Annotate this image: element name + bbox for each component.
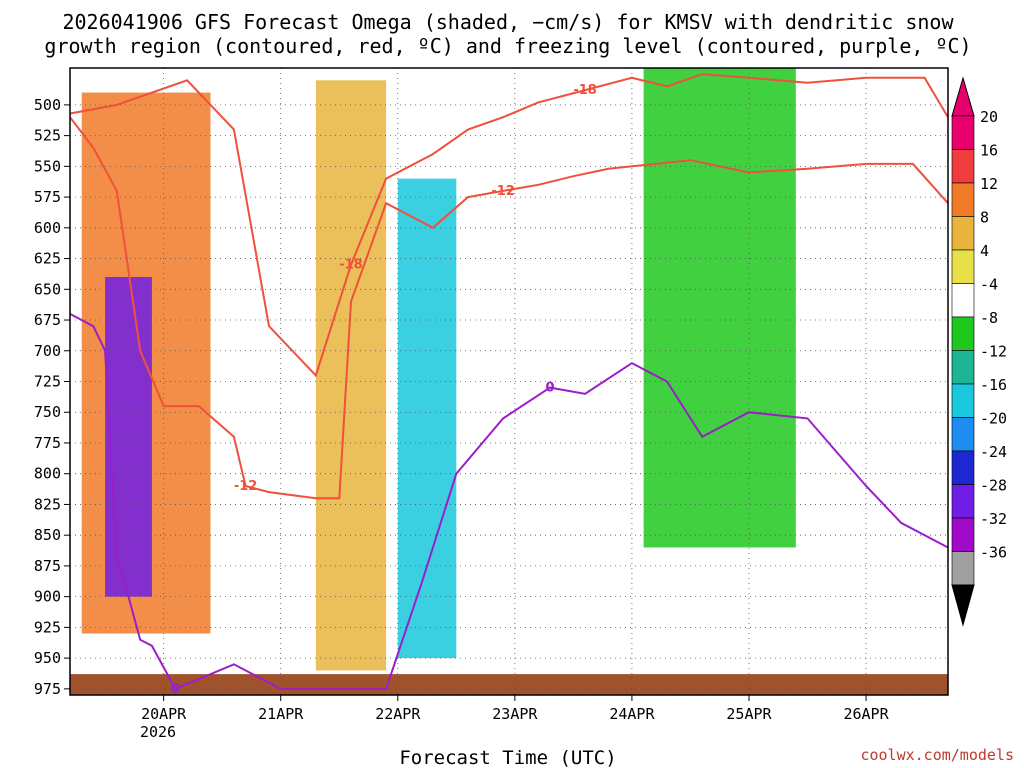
x-tick-label-0: 20APR bbox=[141, 705, 187, 723]
y-tick-label-1: 525 bbox=[34, 127, 61, 145]
colorbar-swatch-5 bbox=[951, 283, 975, 318]
x-tick-label-6: 26APR bbox=[843, 705, 889, 723]
freezing-level-label-0: 0 bbox=[171, 682, 180, 697]
y-tick-label-15: 875 bbox=[34, 557, 61, 575]
freezing-level-line bbox=[69, 313, 949, 691]
colorbar-swatch-3 bbox=[951, 216, 975, 251]
colorbar-swatch-11 bbox=[951, 484, 975, 519]
colorbar: 20 16 12 8 4 -4 -8 -12 -16 -20 -24 -28 -32 -36 bbox=[951, 76, 1007, 627]
y-tick-label-8: 700 bbox=[34, 342, 61, 360]
colorbar-label-4: 4 bbox=[980, 242, 989, 260]
y-tick-label-5: 625 bbox=[34, 250, 61, 268]
contour-minus12-label-0: -12 bbox=[234, 479, 258, 494]
y-tick-label-14: 850 bbox=[34, 526, 61, 544]
y-tick-label-4: 600 bbox=[34, 219, 61, 237]
y-tick-label-0: 500 bbox=[34, 96, 61, 114]
colorbar-label-13: -36 bbox=[980, 544, 1007, 562]
freezing-level-label-1: 0 bbox=[545, 381, 554, 396]
colorbar-swatch-4 bbox=[951, 249, 975, 284]
y-tick-label-16: 900 bbox=[34, 588, 61, 606]
omega-region-1 bbox=[105, 277, 152, 597]
omega-region-3 bbox=[397, 178, 457, 659]
contour-minus18-line bbox=[69, 73, 949, 378]
y-tick-label-17: 925 bbox=[34, 618, 61, 636]
contour-minus18-label-1: -18 bbox=[573, 83, 597, 98]
x-tick-label-2: 22APR bbox=[375, 705, 421, 723]
colorbar-swatch-12 bbox=[951, 517, 975, 552]
y-tick-label-13: 825 bbox=[34, 495, 61, 513]
colorbar-swatch-7 bbox=[951, 350, 975, 385]
colorbar-label-5: -4 bbox=[980, 276, 998, 294]
y-axis-ticks: 500 525 550 575 600 625 650 675 700 725 750 775 800 8… bbox=[34, 96, 70, 698]
omega-region-2 bbox=[315, 80, 387, 671]
y-tick-label-12: 800 bbox=[34, 465, 61, 483]
colorbar-label-1: 16 bbox=[980, 142, 998, 160]
y-tick-label-18: 950 bbox=[34, 649, 61, 667]
x-tick-label-1: 21APR bbox=[258, 705, 304, 723]
y-tick-label-19: 975 bbox=[34, 680, 61, 698]
y-tick-label-2: 550 bbox=[34, 157, 61, 175]
y-tick-label-7: 675 bbox=[34, 311, 61, 329]
colorbar-top-arrow bbox=[951, 76, 975, 117]
x-axis-label: Forecast Time (UTC) bbox=[399, 747, 616, 768]
x-axis-ticks: 20APR 21APR 22APR 23APR 24APR 25APR 26APR bbox=[141, 695, 890, 723]
contour-minus12-label-1: -12 bbox=[491, 184, 515, 199]
colorbar-label-9: -20 bbox=[980, 410, 1007, 428]
year-label: 2026 bbox=[140, 723, 176, 741]
contour-minus12-line bbox=[69, 116, 949, 500]
colorbar-bottom-arrow bbox=[951, 584, 975, 627]
colorbar-swatch-10 bbox=[951, 450, 975, 485]
chart-title-line2: growth region (contoured, red, ºC) and f… bbox=[44, 34, 971, 58]
colorbar-swatch-6 bbox=[951, 316, 975, 351]
colorbar-label-10: -24 bbox=[980, 443, 1007, 461]
colorbar-label-12: -32 bbox=[980, 510, 1007, 528]
omega-region-4 bbox=[643, 68, 796, 548]
y-tick-label-10: 750 bbox=[34, 403, 61, 421]
colorbar-label-0: 20 bbox=[980, 108, 998, 126]
colorbar-label-2: 12 bbox=[980, 175, 998, 193]
colorbar-swatch-0 bbox=[951, 115, 975, 150]
colorbar-label-8: -16 bbox=[980, 376, 1007, 394]
colorbar-swatch-13 bbox=[951, 551, 975, 586]
colorbar-swatch-1 bbox=[951, 149, 975, 184]
x-tick-label-5: 25APR bbox=[726, 705, 772, 723]
colorbar-label-7: -12 bbox=[980, 343, 1007, 361]
colorbar-label-3: 8 bbox=[980, 209, 989, 227]
colorbar-label-6: -8 bbox=[980, 309, 998, 327]
plot-area bbox=[70, 68, 948, 695]
colorbar-swatch-2 bbox=[951, 182, 975, 217]
chart-title-line1: 2026041906 GFS Forecast Omega (shaded, −… bbox=[62, 10, 954, 34]
y-tick-label-6: 650 bbox=[34, 280, 61, 298]
x-tick-label-3: 23APR bbox=[492, 705, 538, 723]
y-tick-label-9: 725 bbox=[34, 373, 61, 391]
contour-layer: -18 -18 -12 -12 0 0 bbox=[69, 73, 949, 697]
colorbar-label-11: -28 bbox=[980, 477, 1007, 495]
credit-text: coolwx.com/models bbox=[860, 746, 1014, 764]
contour-minus18-label-0: -18 bbox=[339, 258, 363, 273]
x-tick-label-4: 24APR bbox=[609, 705, 655, 723]
omega-shading-layer bbox=[70, 68, 948, 695]
colorbar-swatch-9 bbox=[951, 417, 975, 452]
colorbar-swatch-8 bbox=[951, 383, 975, 418]
y-tick-label-3: 575 bbox=[34, 188, 61, 206]
y-tick-label-11: 775 bbox=[34, 434, 61, 452]
